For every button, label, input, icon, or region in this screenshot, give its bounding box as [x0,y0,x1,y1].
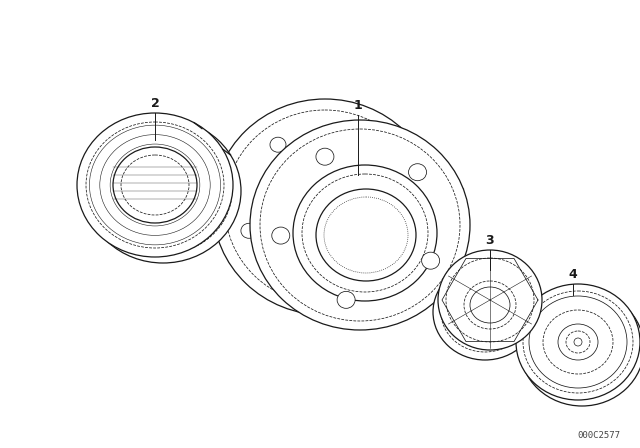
Ellipse shape [337,291,355,308]
Text: 000C2577: 000C2577 [577,431,620,439]
Text: 2: 2 [150,96,159,109]
Text: 1: 1 [354,99,362,112]
Ellipse shape [113,147,197,223]
Ellipse shape [316,148,334,165]
Ellipse shape [250,120,470,330]
Ellipse shape [316,189,416,281]
Ellipse shape [270,137,286,152]
Ellipse shape [317,276,333,292]
Ellipse shape [213,99,437,315]
Ellipse shape [85,119,241,263]
Ellipse shape [272,227,290,244]
Ellipse shape [516,284,640,400]
Ellipse shape [293,165,437,301]
Ellipse shape [121,153,205,229]
Ellipse shape [433,264,537,360]
Text: 3: 3 [486,233,494,246]
Text: 4: 4 [568,267,577,280]
Ellipse shape [393,223,409,238]
Ellipse shape [259,142,407,282]
Ellipse shape [438,250,542,350]
Ellipse shape [408,164,426,181]
Ellipse shape [422,252,440,269]
Ellipse shape [364,137,380,152]
Ellipse shape [241,223,257,238]
Ellipse shape [470,287,510,323]
Ellipse shape [558,324,598,360]
Ellipse shape [520,290,640,406]
Ellipse shape [77,113,233,257]
